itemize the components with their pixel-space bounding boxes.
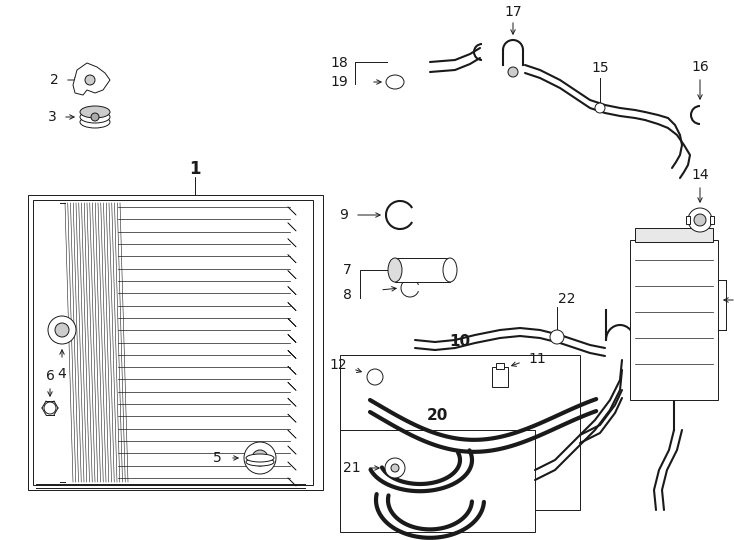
Text: 12: 12 — [330, 358, 347, 372]
Text: 7: 7 — [344, 263, 352, 277]
Text: 10: 10 — [449, 334, 470, 348]
Text: 22: 22 — [559, 292, 575, 306]
Circle shape — [508, 67, 518, 77]
Text: 14: 14 — [691, 168, 709, 182]
Circle shape — [688, 208, 712, 232]
Ellipse shape — [443, 258, 457, 282]
Circle shape — [385, 458, 405, 478]
Ellipse shape — [80, 106, 110, 118]
Text: 18: 18 — [330, 56, 348, 70]
Text: 6: 6 — [46, 369, 54, 383]
Circle shape — [91, 113, 99, 121]
Text: 9: 9 — [339, 208, 348, 222]
Circle shape — [550, 330, 564, 344]
Circle shape — [391, 464, 399, 472]
Bar — [340, 355, 580, 510]
Text: 8: 8 — [343, 288, 352, 302]
Ellipse shape — [386, 75, 404, 89]
Ellipse shape — [246, 458, 274, 466]
Bar — [33, 200, 313, 485]
Bar — [630, 240, 718, 400]
Text: 3: 3 — [48, 110, 57, 124]
Bar — [686, 216, 690, 224]
Circle shape — [367, 369, 383, 385]
Bar — [635, 228, 713, 242]
Text: 5: 5 — [214, 451, 222, 465]
Bar — [710, 216, 714, 224]
Ellipse shape — [388, 258, 402, 282]
Text: 1: 1 — [189, 160, 201, 178]
Text: 15: 15 — [591, 61, 608, 75]
Text: 19: 19 — [330, 75, 348, 89]
Bar — [496, 363, 504, 369]
Ellipse shape — [246, 454, 274, 462]
Polygon shape — [73, 63, 110, 95]
Circle shape — [244, 442, 276, 474]
Text: 17: 17 — [504, 5, 522, 19]
Circle shape — [55, 323, 69, 337]
Text: 21: 21 — [344, 461, 361, 475]
Circle shape — [252, 450, 268, 466]
Text: 20: 20 — [426, 408, 448, 423]
Ellipse shape — [80, 116, 110, 128]
Circle shape — [44, 402, 56, 414]
Text: 4: 4 — [58, 367, 66, 381]
Circle shape — [85, 75, 95, 85]
Bar — [28, 195, 323, 490]
Bar — [340, 430, 535, 532]
Circle shape — [595, 103, 605, 113]
Text: 2: 2 — [50, 73, 59, 87]
Bar — [492, 367, 508, 387]
Bar — [395, 258, 450, 282]
Text: 11: 11 — [528, 352, 546, 366]
Ellipse shape — [80, 111, 110, 123]
Circle shape — [48, 316, 76, 344]
Circle shape — [694, 214, 706, 226]
Text: 16: 16 — [691, 60, 709, 74]
